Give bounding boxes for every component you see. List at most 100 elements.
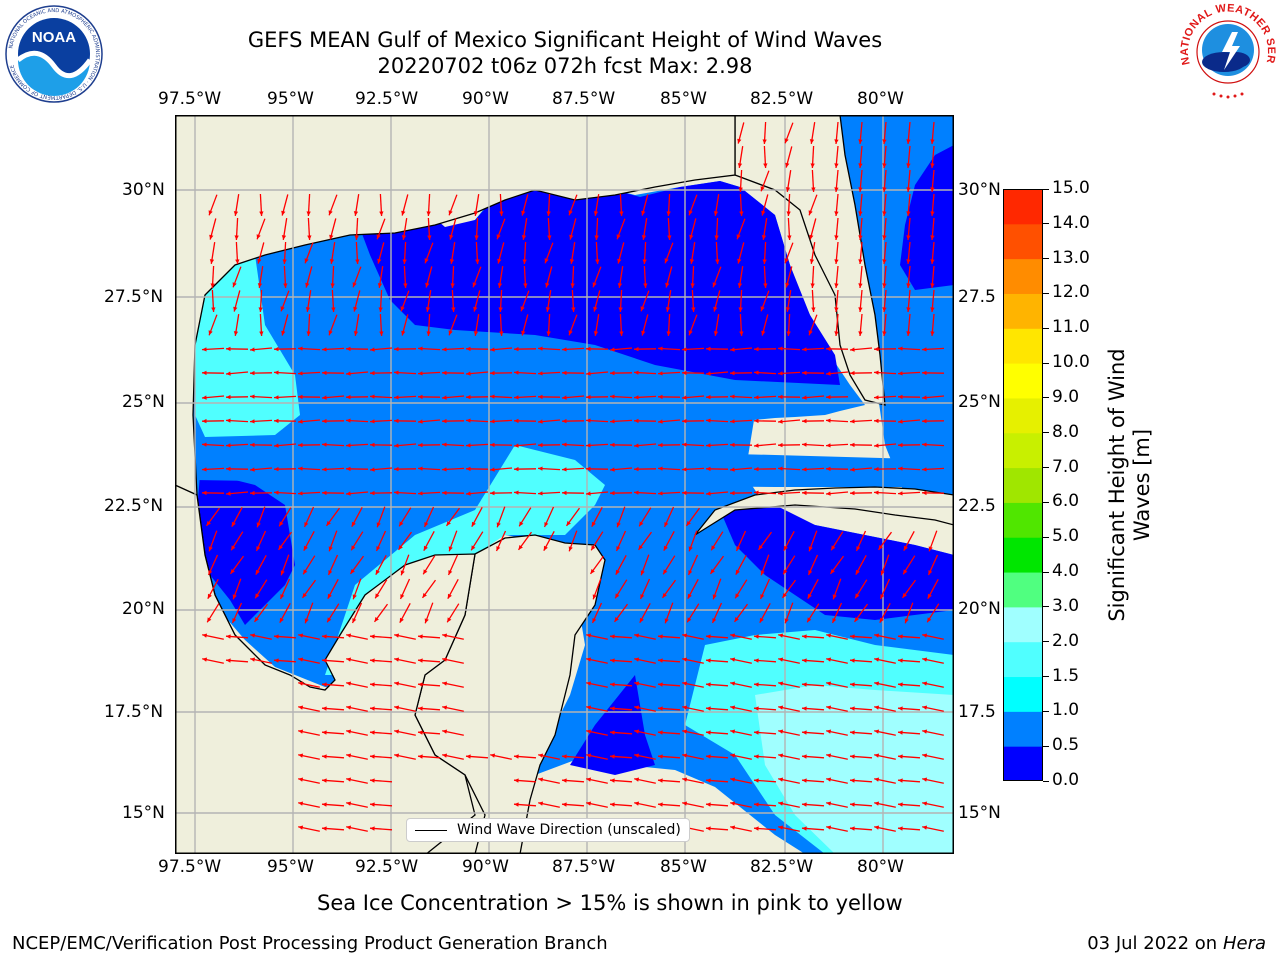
wind-wave-arrow-head	[328, 330, 333, 336]
wind-wave-arrow-head	[591, 521, 596, 527]
wind-wave-arrow-head	[442, 729, 448, 734]
wind-wave-arrow-head	[281, 210, 286, 216]
wind-wave-arrow-head	[730, 370, 735, 376]
wind-wave-arrow-head	[346, 657, 352, 662]
wind-wave-arrow-head	[882, 307, 887, 312]
wind-wave-arrow-head	[640, 306, 645, 312]
wind-wave-arrow-head	[202, 442, 207, 447]
wind-wave-arrow-head	[922, 705, 928, 710]
colorbar-tick-label: 4.0	[1052, 561, 1080, 582]
wind-wave-arrow-head	[610, 467, 615, 472]
wind-wave-arrow-head	[274, 346, 279, 352]
lon-tick-bottom-6: 85°W	[660, 857, 707, 877]
wind-wave-arrow-head	[922, 777, 928, 782]
wind-wave-arrow-head	[810, 283, 815, 288]
wind-wave-arrow-head	[202, 657, 208, 662]
wind-wave-arrow-head	[370, 370, 375, 376]
wind-wave-arrow-head	[882, 139, 887, 144]
wind-wave-arrow-head	[730, 442, 735, 448]
wind-wave-arrow-head	[232, 282, 237, 288]
wind-wave-arrow-head	[231, 545, 236, 551]
wind-wave-arrow-head	[706, 634, 711, 639]
wind-wave-arrow-head	[922, 801, 928, 806]
wind-wave-arrow-head	[930, 283, 935, 288]
wind-wave-arrow-head	[346, 443, 351, 448]
wind-wave-arrow-head	[354, 235, 359, 240]
wind-wave-arrow-head	[802, 730, 807, 735]
wind-wave-arrow-head	[298, 657, 304, 662]
wind-wave-arrow-head	[874, 777, 880, 782]
wind-wave-arrow-head	[930, 259, 935, 264]
wind-wave-arrow-head	[898, 778, 903, 783]
wind-wave-arrow-head	[785, 162, 790, 168]
wind-wave-arrow-head	[490, 442, 495, 448]
wind-wave-arrow-head	[826, 371, 831, 376]
wind-wave-arrow-head	[826, 346, 831, 352]
wind-wave-arrow-head	[689, 234, 694, 240]
legend-line-swatch	[415, 829, 447, 831]
wind-wave-arrow-head	[802, 395, 807, 400]
wind-wave-arrow-head	[706, 466, 711, 472]
wind-wave-arrow-head	[562, 395, 567, 400]
wind-wave-arrow-head	[571, 307, 576, 312]
wind-wave-arrow-head	[231, 521, 236, 527]
wind-wave-arrow-head	[761, 235, 767, 240]
wind-wave-arrow-head	[706, 778, 711, 783]
wind-wave-arrow-head	[858, 235, 863, 240]
wind-wave-arrow-head	[754, 490, 759, 495]
wind-wave-arrow-head	[401, 235, 407, 240]
colorbar-tick-label: 8.0	[1052, 421, 1080, 442]
wind-wave-arrow-head	[810, 163, 815, 168]
wind-wave-arrow-head	[226, 658, 231, 663]
wind-wave-arrow-head	[442, 395, 447, 400]
wind-wave-arrow-head	[930, 235, 935, 240]
wind-wave-arrow-head	[283, 283, 288, 288]
wind-wave-arrow-head	[782, 593, 787, 598]
wind-wave-arrow-head	[667, 235, 672, 240]
colorbar-tick-label: 15.0	[1052, 178, 1090, 198]
wind-wave-arrow-head	[658, 706, 663, 711]
wind-wave-arrow-head	[785, 282, 790, 288]
wind-wave-arrow-head	[730, 825, 736, 830]
wind-wave-arrow-head	[322, 658, 327, 663]
wind-wave-arrow-head	[641, 330, 646, 336]
wind-wave-arrow-head	[682, 705, 688, 710]
wind-wave-arrow-head	[521, 210, 526, 216]
wind-wave-arrow-head	[370, 802, 375, 807]
wind-wave-arrow-head	[802, 826, 807, 831]
wind-wave-arrow-head	[418, 371, 423, 376]
wind-wave-arrow-head	[713, 331, 719, 336]
wind-wave-arrow-head	[802, 490, 807, 496]
wind-wave-arrow-head	[826, 825, 832, 830]
wind-wave-arrow-head	[706, 706, 711, 711]
wind-wave-arrow-head	[619, 211, 624, 216]
wind-wave-arrow-head	[538, 466, 543, 471]
wind-wave-arrow-head	[538, 346, 543, 351]
wind-wave-arrow-head	[922, 418, 927, 424]
wind-wave-arrow-head	[280, 570, 285, 576]
wind-wave-arrow-head	[298, 825, 304, 830]
colorbar-tick-mark	[1043, 606, 1049, 608]
land-florida	[734, 115, 886, 406]
land-mexico	[175, 484, 476, 854]
wind-wave-arrow-head	[634, 346, 639, 352]
wind-wave-arrow-head	[331, 307, 336, 312]
wind-wave-arrow-head	[447, 617, 452, 623]
wind-wave-arrow-head	[514, 418, 519, 424]
wind-wave-arrow-head	[638, 545, 643, 550]
wind-wave-arrow-head	[346, 729, 352, 734]
wind-wave-arrow-head	[448, 330, 453, 336]
wind-wave-arrow-head	[639, 521, 644, 527]
wind-wave-arrow-head	[874, 395, 879, 400]
colorbar-tick-label: 11.0	[1052, 317, 1090, 338]
wind-wave-arrow-head	[562, 442, 567, 447]
wind-wave-arrow-head	[586, 729, 592, 734]
wind-wave-arrow-head	[882, 187, 887, 192]
wind-wave-arrow-head	[418, 419, 423, 424]
wind-wave-arrow-head	[394, 729, 400, 734]
wind-wave-arrow-head	[538, 491, 543, 496]
wind-wave-arrow-head	[850, 490, 855, 496]
wind-wave-arrow-head	[712, 282, 717, 288]
colorbar-tick-label: 7.0	[1052, 456, 1080, 477]
colorbar-tick-label: 0.0	[1052, 770, 1080, 790]
